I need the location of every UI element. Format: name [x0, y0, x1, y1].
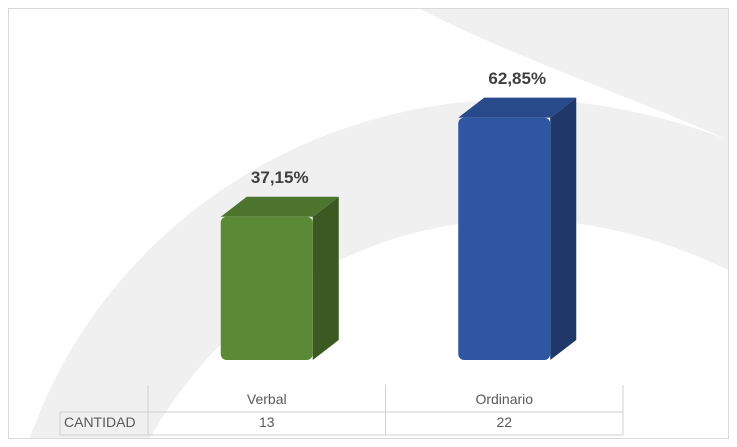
bar-side — [312, 196, 339, 360]
bar-top — [458, 97, 577, 118]
x-tick-label: Verbal — [247, 391, 287, 407]
table-row-label: CANTIDAD — [64, 414, 136, 430]
bar-side — [550, 97, 577, 360]
table-value: 22 — [496, 414, 512, 430]
bar — [458, 117, 551, 360]
x-tick-label: Ordinario — [475, 391, 533, 407]
background-arc — [420, 9, 728, 140]
table-value: 13 — [259, 414, 275, 430]
data-label: 62,85% — [488, 69, 546, 88]
bar-top — [220, 196, 339, 217]
data-label: 37,15% — [251, 168, 309, 187]
bar — [220, 216, 313, 360]
